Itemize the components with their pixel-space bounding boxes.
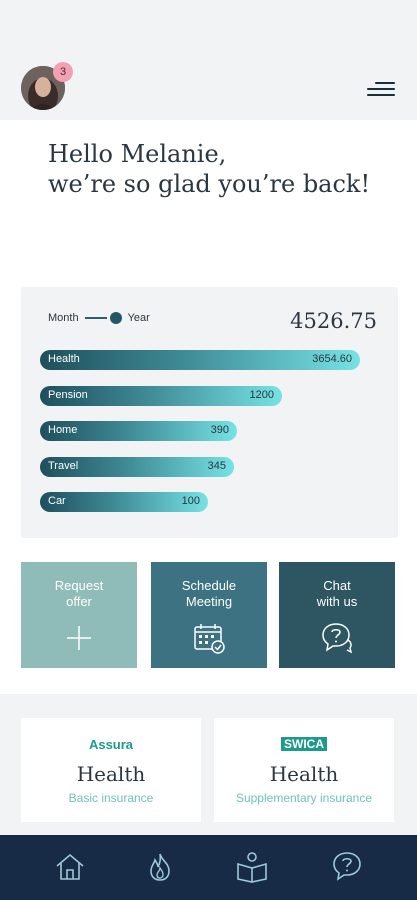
bar-label: Car	[48, 495, 66, 507]
greeting-line-2: we’re so glad you’re back!	[48, 170, 371, 198]
bar-value: 1200	[249, 389, 274, 401]
calendar-icon	[194, 624, 225, 654]
insurance-subtitle: Basic insurance	[68, 791, 154, 805]
bar-pension: Pension 1200	[40, 386, 282, 406]
request-offer-button[interactable]: Request offer	[21, 562, 137, 668]
greeting: Hello Melanie, we’re so glad you’re back…	[48, 139, 370, 199]
chat-icon	[322, 623, 353, 654]
bottom-nav	[0, 835, 417, 900]
greeting-line-1: Hello Melanie,	[48, 140, 227, 168]
bar-value: 345	[207, 460, 226, 472]
chat-with-us-label: Chat with us	[316, 578, 358, 609]
bar-label: Health	[48, 353, 80, 365]
total-amount: 4526.75	[290, 309, 377, 333]
toggle-year-label[interactable]: Year	[127, 312, 150, 324]
bar-label: Pension	[48, 389, 88, 401]
schedule-meeting-button[interactable]: Schedule Meeting	[151, 562, 267, 668]
top-bar	[0, 0, 417, 120]
bar-value: 3654.60	[312, 353, 352, 365]
chat-with-us-button[interactable]: Chat with us	[279, 562, 395, 668]
bar-travel: Travel 345	[40, 457, 234, 477]
brand-logo-assura: Assura	[88, 737, 134, 752]
help-chat-icon[interactable]	[330, 849, 366, 885]
bar-label: Home	[48, 424, 78, 436]
bar-home: Home 390	[40, 421, 237, 441]
toggle-month-label[interactable]: Month	[48, 312, 79, 324]
home-icon[interactable]	[52, 849, 88, 885]
toggle-knob[interactable]	[109, 312, 122, 324]
plus-icon	[67, 626, 91, 650]
insurance-title: Health	[269, 762, 339, 786]
insurance-subtitle: Supplementary insurance	[235, 791, 373, 805]
hamburger-menu-icon[interactable]	[367, 80, 395, 98]
brand-logo-swica: SWICA	[281, 737, 327, 751]
bar-label: Travel	[48, 460, 79, 472]
bar-car: Car 100	[40, 492, 208, 512]
bar-value: 390	[210, 424, 229, 436]
schedule-meeting-label: Schedule Meeting	[181, 578, 237, 609]
flame-icon[interactable]	[142, 849, 178, 885]
insurance-card-assura[interactable]: Assura Health Basic insurance	[21, 718, 201, 822]
toggle-track[interactable]	[84, 317, 107, 319]
insurance-card-swica[interactable]: SWICA Health Supplementary insurance	[214, 718, 394, 822]
bar-health: Health 3654.60	[40, 350, 360, 370]
bar-value: 100	[181, 495, 200, 507]
reader-book-icon[interactable]	[234, 849, 270, 885]
period-toggle[interactable]: Month Year	[48, 312, 150, 324]
insurance-title: Health	[76, 762, 146, 786]
request-offer-label: Request offer	[54, 578, 104, 609]
notification-badge[interactable]: 3	[53, 62, 73, 82]
